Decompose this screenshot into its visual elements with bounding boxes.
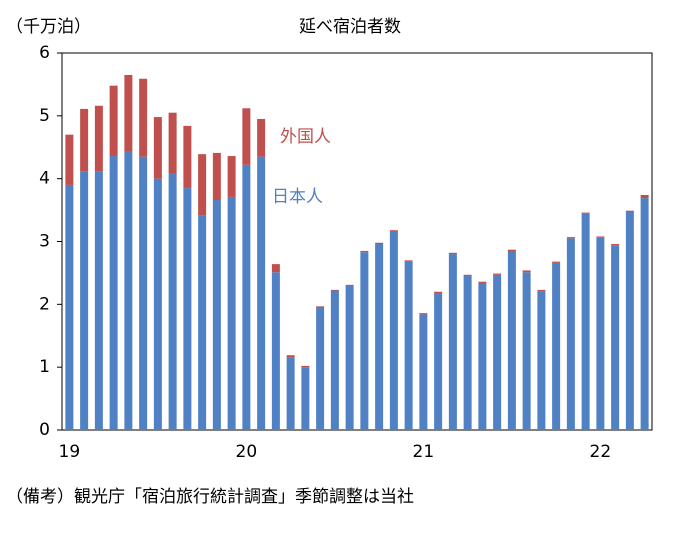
bar-segment	[316, 306, 325, 430]
x-tick-label: 22	[590, 442, 612, 462]
bar-segment	[640, 195, 649, 199]
bar-segment	[330, 289, 339, 291]
bar-segment	[94, 105, 103, 172]
bar-segment	[448, 252, 457, 255]
bar-segment	[316, 306, 325, 307]
y-tick-label: 2	[39, 294, 50, 314]
bar-segment	[478, 282, 487, 430]
bar-segment	[596, 236, 605, 238]
bar-segment	[625, 211, 634, 430]
bar-segment	[419, 314, 428, 430]
bar-segment	[271, 264, 280, 273]
y-tick-label: 6	[39, 43, 50, 63]
bar-segment	[493, 274, 502, 430]
bar-segment	[330, 290, 339, 430]
bar-segment	[198, 154, 207, 216]
bar-segment	[242, 108, 251, 165]
bar-segment	[493, 273, 502, 275]
bar-segment	[65, 134, 74, 185]
bar-segment	[139, 156, 148, 431]
bar-segment	[301, 367, 310, 430]
bar-segment	[404, 260, 413, 262]
bar-segment	[389, 231, 398, 430]
plot-frame	[61, 52, 653, 431]
bar-segment	[242, 164, 251, 431]
bar-segment	[153, 117, 162, 179]
bar-segment	[611, 245, 620, 430]
bar-segment	[65, 184, 74, 430]
bar-segment	[301, 365, 310, 368]
bar-segment	[552, 261, 561, 263]
bar-segment	[566, 238, 575, 430]
bar-segment	[434, 293, 443, 430]
y-tick-label: 0	[39, 420, 50, 440]
bar-segment	[168, 173, 177, 431]
bar-segment	[227, 196, 236, 430]
y-tick-label: 5	[39, 106, 50, 126]
bar-segment	[198, 215, 207, 430]
y-axis-label: （千万泊）	[6, 17, 91, 37]
bar-segment	[507, 251, 516, 430]
bar-segment	[581, 212, 590, 214]
bar-segment	[478, 281, 487, 283]
bar-segment	[271, 272, 280, 430]
legend-label: 外国人	[280, 127, 331, 147]
bar-segment	[537, 291, 546, 430]
bar-segment	[375, 244, 384, 430]
bar-segment	[611, 244, 620, 246]
bar-segment	[124, 151, 133, 430]
bar-segment	[360, 250, 369, 253]
bar-segment	[522, 270, 531, 273]
bar-segment	[109, 85, 118, 157]
bar-segment	[153, 178, 162, 430]
source-note: （備考）観光庁「宿泊旅行統計調査」季節調整は当社	[6, 487, 414, 507]
bar-segment	[139, 78, 148, 157]
bar-segment	[168, 112, 177, 174]
bar-segment	[345, 284, 354, 286]
bar-segment	[596, 237, 605, 430]
x-tick-label: 21	[413, 442, 435, 462]
bar-segment	[375, 242, 384, 245]
bar-segment	[109, 156, 118, 430]
bar-segment	[552, 262, 561, 430]
bar-segment	[124, 74, 133, 152]
bar-segment	[404, 261, 413, 430]
x-tick-label: 19	[59, 442, 81, 462]
bar-segment	[434, 291, 443, 294]
bar-segment	[537, 289, 546, 292]
bar-segment	[80, 171, 89, 431]
bar-segment	[286, 357, 295, 430]
bar-segment	[566, 237, 575, 239]
bar-segment	[463, 274, 472, 277]
bar-segment	[80, 108, 89, 172]
legend-label: 日本人	[272, 187, 323, 207]
y-tick-label: 3	[39, 232, 50, 252]
bar-segment	[640, 198, 649, 430]
bar-segment	[183, 125, 192, 189]
bar-segment	[345, 285, 354, 430]
bar-segment	[448, 254, 457, 430]
bar-segment	[257, 156, 266, 431]
x-tick-label: 20	[236, 442, 258, 462]
bar-segment	[360, 252, 369, 430]
bar-segment	[212, 152, 221, 201]
bar-segment	[625, 210, 634, 212]
bar-segment	[581, 213, 590, 430]
bar-segment	[463, 276, 472, 430]
bar-segment	[522, 272, 531, 430]
bar-segment	[227, 156, 236, 197]
bar-segment	[419, 313, 428, 315]
y-tick-label: 1	[39, 357, 50, 377]
bar-segment	[507, 249, 516, 252]
bar-segment	[183, 188, 192, 430]
bar-segment	[94, 171, 103, 431]
chart-title: 延べ宿泊者数	[299, 17, 401, 37]
bar-segment	[286, 355, 295, 358]
bar-segment	[257, 118, 266, 157]
bar-segment	[389, 230, 398, 232]
y-tick-label: 4	[39, 169, 50, 189]
bar-segment	[212, 200, 221, 430]
